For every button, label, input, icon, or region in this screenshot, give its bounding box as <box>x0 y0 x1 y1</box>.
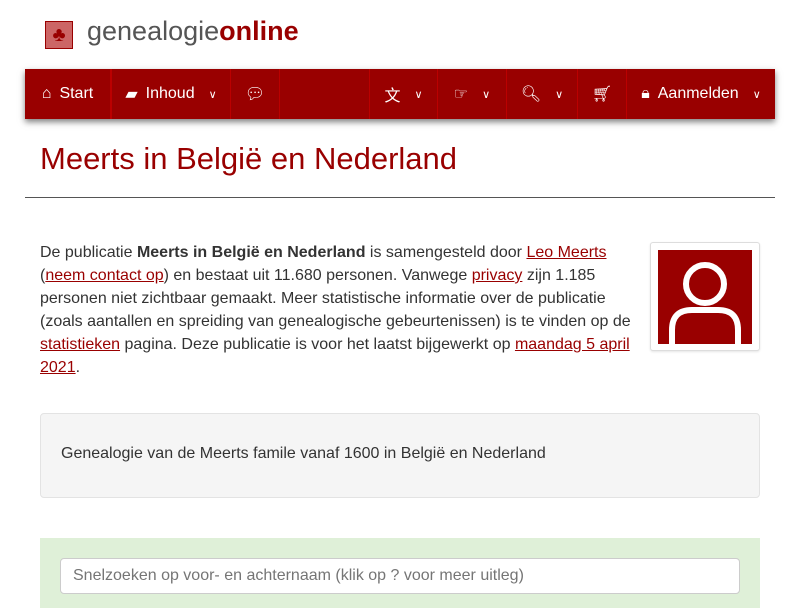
brand-part1: genealogie <box>87 16 220 46</box>
brand-name[interactable]: genealogieonline <box>87 16 299 47</box>
quick-search-input[interactable] <box>60 558 740 594</box>
quick-search-panel <box>40 538 760 608</box>
author-avatar[interactable] <box>650 242 760 351</box>
comments-icon: 💬︎ <box>244 86 266 103</box>
divider <box>25 197 775 198</box>
nav-start[interactable]: ⌂ Start <box>25 69 111 119</box>
date-link[interactable]: maandag 5 april 2021 <box>40 336 630 376</box>
intro-text: De publicatie Meerts in België en Nederl… <box>40 244 631 376</box>
chevron-down-icon: ∨ <box>555 88 564 101</box>
book-icon: ▰ <box>125 86 138 103</box>
nav-login-label: Aanmelden <box>657 85 739 102</box>
nav-pointer[interactable]: ☞ ∨ <box>438 69 507 119</box>
nav-search[interactable]: 🔍︎ ∨ <box>507 69 578 119</box>
home-icon: ⌂ <box>41 85 52 102</box>
nav-login[interactable]: 🔒︎ Aanmelden ∨ <box>627 69 775 119</box>
lock-icon: 🔒︎ <box>641 85 650 102</box>
user-icon <box>658 250 752 344</box>
search-icon: 🔍︎ <box>520 86 542 103</box>
hand-pointer-icon: ☞ <box>453 86 469 103</box>
nav-inhoud-label: Inhoud <box>145 85 195 102</box>
cart-icon: 🛒︎ <box>591 86 613 103</box>
page-title: Meerts in België en Nederland <box>40 141 458 176</box>
statistics-link[interactable]: statistieken <box>40 336 121 353</box>
main-nav: ⌂ Start ▰ Inhoud ∨ 💬︎ 文 ∨ ☞ ∨ 🔍︎ ∨ 🛒︎ 🔒︎ Aanmel… <box>25 69 775 119</box>
nav-comments[interactable]: 💬︎ <box>231 69 280 119</box>
nav-start-label: Start <box>59 85 94 102</box>
author-link[interactable]: Leo Meerts <box>526 244 607 261</box>
translate-icon: 文 <box>384 88 401 105</box>
nav-language[interactable]: 文 ∨ <box>369 69 438 119</box>
contact-link[interactable]: neem contact op <box>45 267 164 284</box>
brand-part2: online <box>219 16 299 46</box>
chevron-down-icon: ∨ <box>414 88 423 101</box>
publication-description: Genealogie van de Meerts famile vanaf 16… <box>40 413 760 498</box>
privacy-link[interactable]: privacy <box>471 267 523 284</box>
chevron-down-icon: ∨ <box>208 88 217 101</box>
nav-inhoud[interactable]: ▰ Inhoud ∨ <box>111 69 231 119</box>
chevron-down-icon: ∨ <box>482 88 491 101</box>
nav-cart[interactable]: 🛒︎ <box>578 69 627 119</box>
chevron-down-icon: ∨ <box>752 88 761 101</box>
logo-tree-icon[interactable]: ♣ <box>45 21 73 49</box>
